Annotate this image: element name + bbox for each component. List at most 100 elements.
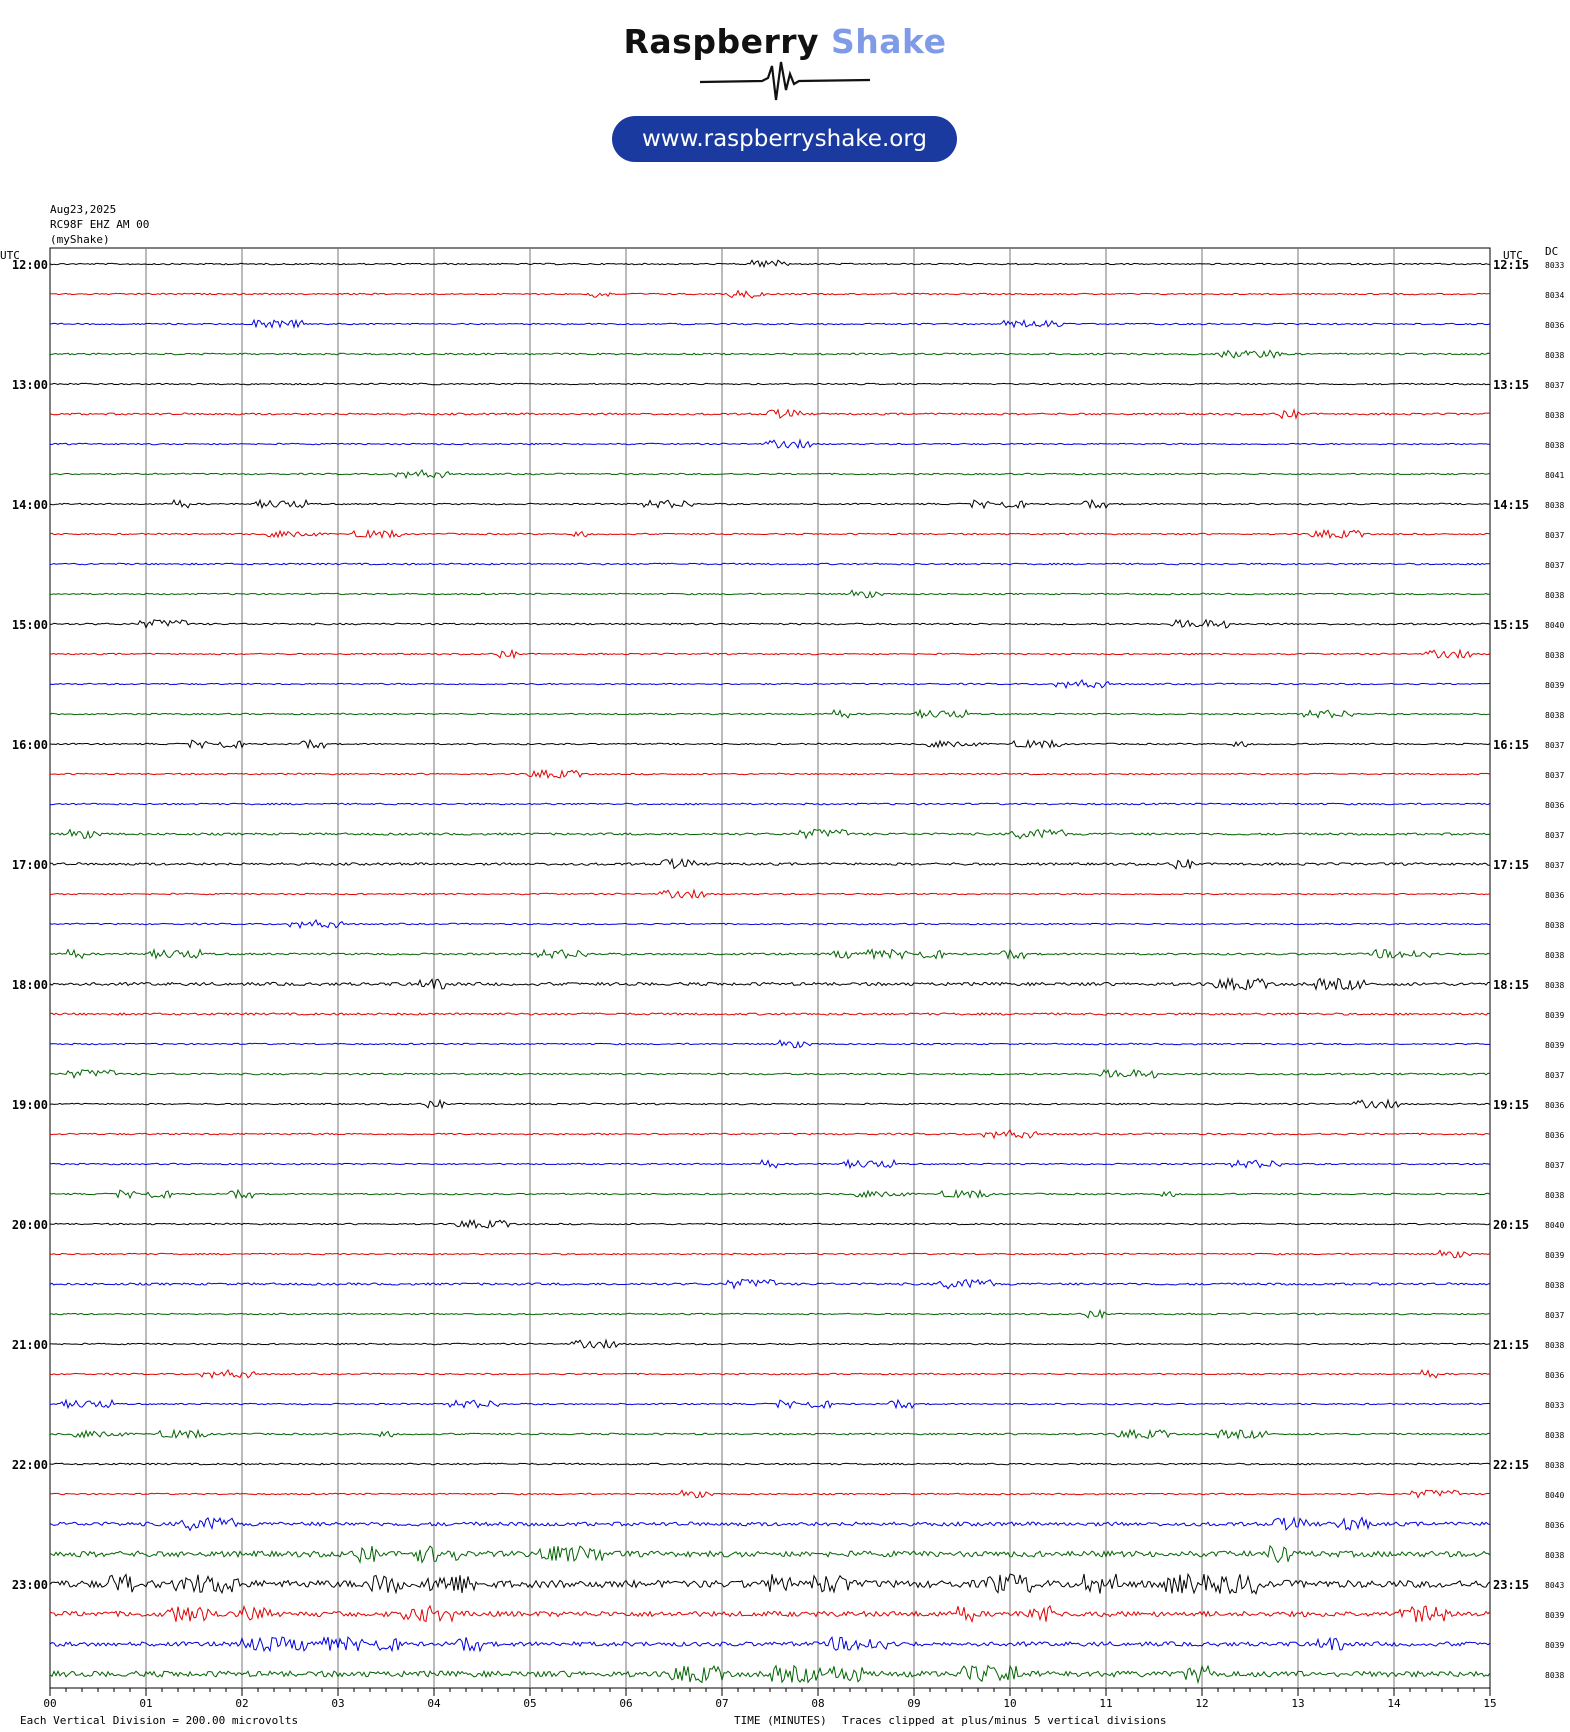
trace-row bbox=[49, 562, 1491, 566]
hour-label-right: 18:15 bbox=[1493, 978, 1529, 992]
x-tick-label: 06 bbox=[619, 1697, 632, 1710]
trace-row bbox=[49, 438, 1491, 450]
dc-value: 8038 bbox=[1545, 501, 1564, 510]
x-tick-label: 03 bbox=[331, 1697, 344, 1710]
trace-row bbox=[49, 1128, 1491, 1140]
hour-label-left: 16:00 bbox=[12, 738, 48, 752]
dc-value: 8034 bbox=[1545, 291, 1564, 300]
trace-row bbox=[49, 407, 1490, 420]
dc-value: 8038 bbox=[1545, 1341, 1564, 1350]
x-tick-label: 01 bbox=[139, 1697, 152, 1710]
hour-label-left: 21:00 bbox=[12, 1338, 48, 1352]
trace-row bbox=[49, 1308, 1491, 1320]
trace-row bbox=[49, 1462, 1491, 1466]
dc-value: 8036 bbox=[1545, 801, 1564, 810]
dc-value: 8038 bbox=[1545, 1191, 1564, 1200]
dc-value: 8038 bbox=[1545, 441, 1564, 450]
x-tick-label: 11 bbox=[1099, 1697, 1112, 1710]
trace-row bbox=[49, 947, 1491, 961]
dc-value: 8037 bbox=[1545, 861, 1564, 870]
hour-label-left: 17:00 bbox=[12, 858, 48, 872]
dc-value: 8036 bbox=[1545, 891, 1564, 900]
hour-label-right: 16:15 bbox=[1493, 738, 1529, 752]
hour-label-right: 23:15 bbox=[1493, 1578, 1529, 1592]
trace-row bbox=[49, 528, 1491, 540]
right-axis-label: UTC bbox=[1503, 249, 1523, 262]
hour-label-left: 19:00 bbox=[12, 1098, 48, 1112]
x-tick-label: 09 bbox=[907, 1697, 920, 1710]
trace-row bbox=[49, 828, 1491, 840]
trace-row bbox=[49, 1098, 1491, 1110]
dc-value: 8036 bbox=[1545, 1101, 1564, 1110]
trace-row bbox=[49, 1516, 1491, 1532]
trace-row bbox=[49, 708, 1491, 720]
hour-label-left: 23:00 bbox=[12, 1578, 48, 1592]
dc-value: 8038 bbox=[1545, 651, 1564, 660]
dc-value: 8036 bbox=[1545, 1371, 1564, 1380]
dc-value: 8039 bbox=[1545, 1011, 1564, 1020]
trace-row bbox=[49, 1544, 1491, 1564]
dc-value: 8038 bbox=[1545, 921, 1564, 930]
dc-value: 8038 bbox=[1545, 951, 1564, 960]
trace-row bbox=[49, 1249, 1491, 1259]
logo-title-part2: Shake bbox=[831, 22, 947, 61]
dc-value: 8039 bbox=[1545, 1611, 1564, 1620]
dc-value: 8038 bbox=[1545, 1671, 1564, 1680]
dc-value: 8036 bbox=[1545, 1131, 1564, 1140]
x-tick-label: 05 bbox=[523, 1697, 536, 1710]
hour-label-left: 22:00 bbox=[12, 1458, 48, 1472]
dc-label: DC bbox=[1545, 245, 1558, 258]
trace-row bbox=[50, 289, 1491, 299]
trace-row bbox=[49, 802, 1491, 806]
hour-label-right: 20:15 bbox=[1493, 1218, 1529, 1232]
footer-right: Traces clipped at plus/minus 5 vertical … bbox=[842, 1714, 1167, 1727]
trace-row bbox=[49, 589, 1491, 599]
dc-value: 8037 bbox=[1545, 1071, 1564, 1080]
trace-row bbox=[49, 1012, 1491, 1016]
website-link[interactable]: www.raspberryshake.org bbox=[612, 116, 957, 162]
trace-row bbox=[49, 679, 1491, 690]
dc-value: 8037 bbox=[1545, 831, 1564, 840]
hour-label-left: 14:00 bbox=[12, 498, 48, 512]
dc-value: 8039 bbox=[1545, 1251, 1564, 1260]
trace-row bbox=[49, 498, 1491, 510]
x-tick-label: 14 bbox=[1387, 1697, 1401, 1710]
x-tick-label: 13 bbox=[1291, 1697, 1304, 1710]
dc-value: 8037 bbox=[1545, 1161, 1564, 1170]
dc-value: 8041 bbox=[1545, 471, 1564, 480]
trace-row bbox=[49, 1188, 1491, 1200]
trace-row bbox=[49, 648, 1491, 660]
hour-label-right: 22:15 bbox=[1493, 1458, 1529, 1472]
trace-row bbox=[50, 1158, 1491, 1170]
trace-row bbox=[49, 888, 1491, 900]
hour-label-right: 19:15 bbox=[1493, 1098, 1529, 1112]
trace-row bbox=[49, 259, 1491, 269]
dc-value: 8039 bbox=[1545, 1041, 1564, 1050]
header: Raspberry Shake www.raspberryshake.org bbox=[0, 0, 1570, 180]
dc-value: 8037 bbox=[1545, 531, 1564, 540]
x-tick-label: 15 bbox=[1483, 1697, 1496, 1710]
trace-row bbox=[49, 1664, 1491, 1685]
trace-row bbox=[49, 976, 1490, 992]
x-tick-label: 10 bbox=[1003, 1697, 1016, 1710]
hour-label-left: 20:00 bbox=[12, 1218, 48, 1232]
dc-value: 8036 bbox=[1545, 321, 1564, 330]
x-tick-label: 07 bbox=[715, 1697, 728, 1710]
hour-label-left: 12:00 bbox=[12, 258, 48, 272]
dc-value: 8037 bbox=[1545, 771, 1564, 780]
dc-value: 8038 bbox=[1545, 351, 1564, 360]
trace-row bbox=[49, 1635, 1491, 1653]
dc-value: 8036 bbox=[1545, 1521, 1564, 1530]
x-tick-label: 00 bbox=[43, 1697, 56, 1710]
chart-source: (myShake) bbox=[50, 233, 110, 246]
trace-row bbox=[49, 1489, 1491, 1499]
plot-frame bbox=[49, 247, 1491, 1689]
trace-row bbox=[49, 857, 1491, 870]
dc-value: 8038 bbox=[1545, 411, 1564, 420]
trace-row bbox=[49, 1218, 1491, 1230]
dc-value: 8033 bbox=[1545, 261, 1564, 270]
logo-title: Raspberry Shake bbox=[0, 22, 1570, 61]
logo-title-part1: Raspberry bbox=[623, 22, 820, 61]
hour-label-right: 14:15 bbox=[1493, 498, 1529, 512]
trace-row bbox=[49, 738, 1491, 750]
